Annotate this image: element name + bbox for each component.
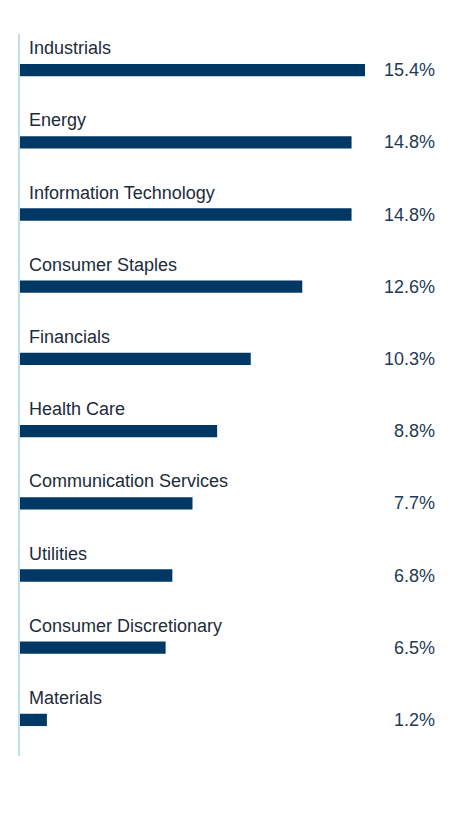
- svg-text:10.3%: 10.3%: [384, 349, 435, 369]
- svg-text:Industrials: Industrials: [29, 38, 111, 58]
- svg-text:Information Technology: Information Technology: [29, 183, 215, 203]
- svg-text:14.8%: 14.8%: [384, 205, 435, 225]
- svg-text:12.6%: 12.6%: [384, 277, 435, 297]
- svg-text:1.2%: 1.2%: [394, 710, 435, 730]
- svg-text:15.4%: 15.4%: [384, 60, 435, 80]
- svg-text:7.7%: 7.7%: [394, 493, 435, 513]
- svg-text:Utilities: Utilities: [29, 544, 87, 564]
- svg-text:6.5%: 6.5%: [394, 638, 435, 658]
- svg-text:6.8%: 6.8%: [394, 566, 435, 586]
- svg-text:8.8%: 8.8%: [394, 421, 435, 441]
- svg-text:Materials: Materials: [29, 688, 102, 708]
- svg-text:14.8%: 14.8%: [384, 132, 435, 152]
- svg-text:Consumer Discretionary: Consumer Discretionary: [29, 616, 222, 636]
- svg-text:Consumer Staples: Consumer Staples: [29, 255, 177, 275]
- svg-text:Communication Services: Communication Services: [29, 471, 228, 491]
- svg-text:Energy: Energy: [29, 110, 86, 130]
- svg-text:Health Care: Health Care: [29, 399, 125, 419]
- svg-text:Financials: Financials: [29, 327, 110, 347]
